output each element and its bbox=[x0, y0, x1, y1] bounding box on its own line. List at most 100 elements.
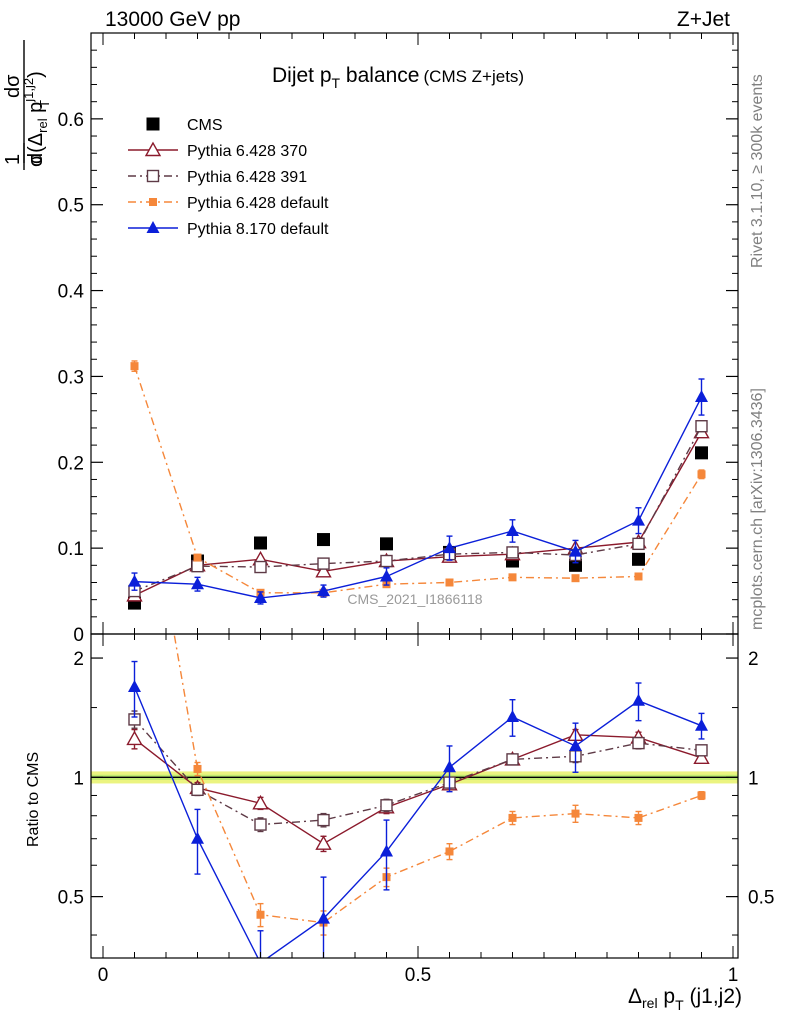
main-y-tick-label-2: 0.2 bbox=[58, 453, 84, 474]
main-series-line-4 bbox=[134, 396, 703, 599]
legend: CMS Pythia 6.428 370 Pythia 6.428 391 Pythi… bbox=[128, 117, 329, 238]
ratio-y-tick-label-right-0: 0.5 bbox=[748, 888, 774, 909]
ratio-y-tick-label-left-2: 2 bbox=[73, 649, 84, 670]
ratio-point-1-3 bbox=[317, 813, 330, 827]
main-point-2-6 bbox=[506, 546, 519, 559]
main-series-line-1 bbox=[134, 431, 703, 596]
main-point-3-8 bbox=[634, 572, 643, 581]
xlabel-T: T bbox=[675, 997, 684, 1013]
ratio-point-3-4 bbox=[380, 844, 393, 857]
ratio-series-0 bbox=[126, 726, 710, 853]
ratio-point-3-1 bbox=[191, 831, 204, 844]
main-point-3-9 bbox=[697, 470, 706, 479]
ratio-point-1-6 bbox=[506, 753, 519, 766]
ratio-series-line-2 bbox=[173, 634, 702, 924]
main-point-4-1 bbox=[191, 577, 204, 590]
main-point-4-6 bbox=[506, 523, 519, 536]
legend-marker-4 bbox=[146, 221, 160, 233]
ratio-point-1-4 bbox=[380, 799, 393, 812]
ratio-point-2-5 bbox=[445, 847, 454, 856]
ratio-y-tick-label-right-2: 2 bbox=[748, 649, 759, 670]
x-tick-label-0: 0 bbox=[98, 965, 109, 986]
main-point-4-7 bbox=[569, 544, 582, 557]
main-point-4-8 bbox=[632, 513, 645, 526]
ylabel-dsigma: dσ bbox=[2, 74, 24, 98]
ratio-y-ticks: 0.5 0.5 1 1 2 2 bbox=[58, 649, 774, 936]
legend-marker-3 bbox=[149, 198, 157, 206]
legend-marker-2 bbox=[146, 169, 160, 183]
main-point-2-8 bbox=[632, 537, 645, 551]
main-point-2-9 bbox=[695, 420, 708, 433]
main-point-3-1 bbox=[193, 553, 202, 562]
main-y-tick-label-5: 0.5 bbox=[58, 196, 84, 217]
ratio-y-tick-label-left-1: 1 bbox=[73, 768, 84, 789]
ratio-point-3-0 bbox=[128, 680, 141, 693]
ratio-point-2-1 bbox=[193, 764, 202, 773]
main-point-3-6 bbox=[508, 573, 517, 582]
ratio-point-1-9 bbox=[695, 744, 708, 757]
ylabel-d-open: d(Δ bbox=[25, 133, 47, 164]
ratio-plot-frame bbox=[90, 633, 739, 959]
main-point-0-3 bbox=[317, 533, 330, 547]
main-y-tick-label-4: 0.4 bbox=[58, 282, 85, 303]
title-main: Dijet p bbox=[272, 64, 332, 87]
ratio-point-2-0 bbox=[131, 401, 139, 409]
main-series-3 bbox=[130, 360, 706, 597]
main-point-4-3 bbox=[317, 584, 330, 597]
legend-label-3: Pythia 6.428 default bbox=[187, 195, 329, 212]
header-left-label: 13000 GeV pp bbox=[105, 8, 240, 31]
ratio-point-3-3 bbox=[317, 911, 330, 924]
xlabel-rest: (j1,j2) bbox=[684, 985, 742, 1008]
ylabel-T: T bbox=[37, 100, 52, 108]
ylabel-close: ) bbox=[25, 71, 47, 78]
legend-label-4: Pythia 8.170 default bbox=[187, 221, 329, 238]
main-series-line-3 bbox=[133, 365, 703, 594]
main-series-2 bbox=[128, 420, 708, 598]
mcplots-label: mcplots.cern.ch [arXiv:1306.3436] bbox=[749, 388, 766, 630]
main-series-4 bbox=[128, 378, 708, 605]
main-point-4-5 bbox=[443, 541, 456, 554]
main-panel: 00.10.20.30.40.50.6 Dijet pT balance (CMS… bbox=[2, 32, 739, 646]
legend-label-0: CMS bbox=[187, 117, 223, 134]
ratio-point-3-8 bbox=[632, 693, 645, 706]
ratio-point-0-9 bbox=[693, 749, 710, 765]
main-point-4-2 bbox=[254, 590, 267, 603]
rivet-version-label: Rivet 3.1.10, ≥ 300k events bbox=[749, 74, 766, 268]
main-y-axis-label: 1 σ dσ d(Δrel pj1,j2T) bbox=[2, 40, 52, 170]
ratio-point-2-2 bbox=[256, 910, 265, 919]
ratio-point-3-5 bbox=[443, 760, 456, 773]
title-small: (CMS Z+jets) bbox=[424, 67, 525, 86]
main-point-3-0 bbox=[130, 362, 139, 371]
legend-marker-1 bbox=[144, 141, 162, 157]
ratio-uncertainty-band bbox=[91, 771, 738, 784]
title-rest: balance bbox=[340, 64, 419, 87]
x-axis-label: Δrel pT (j1,j2) bbox=[628, 985, 742, 1013]
main-point-2-1 bbox=[191, 559, 204, 573]
ratio-point-2-8 bbox=[634, 813, 643, 822]
legend-marker-0 bbox=[146, 117, 160, 131]
xlabel-delta: Δ bbox=[628, 985, 642, 1008]
ylabel-pT: p bbox=[25, 102, 47, 119]
ylabel-frac-one: 1 bbox=[2, 154, 24, 165]
main-series-group bbox=[126, 360, 710, 610]
main-series-0 bbox=[128, 446, 708, 610]
ylabel-frac-sigma: σ bbox=[25, 154, 47, 167]
ratio-point-1-2 bbox=[254, 818, 267, 831]
main-y-ticks: 0 0.1 0.2 0.3 0.4 0.5 0.6 bbox=[58, 33, 738, 646]
main-series-1 bbox=[126, 423, 710, 602]
analysis-watermark: CMS_2021_I1866118 bbox=[347, 591, 482, 607]
main-point-1-3 bbox=[315, 562, 332, 578]
x-tick-label-1: 0.5 bbox=[405, 965, 431, 986]
ratio-series-line-3 bbox=[133, 686, 702, 958]
title-subscript: T bbox=[332, 75, 341, 91]
main-point-3-5 bbox=[445, 578, 454, 587]
main-point-0-8 bbox=[632, 552, 645, 566]
ratio-point-0-0 bbox=[126, 730, 143, 746]
ratio-point-3-6 bbox=[506, 709, 519, 722]
x-tick-label-2: 1 bbox=[728, 965, 739, 986]
main-point-4-0 bbox=[128, 574, 141, 587]
main-point-4-9 bbox=[695, 390, 708, 403]
xlabel-rel: rel bbox=[642, 995, 658, 1011]
main-point-3-7 bbox=[571, 574, 580, 583]
